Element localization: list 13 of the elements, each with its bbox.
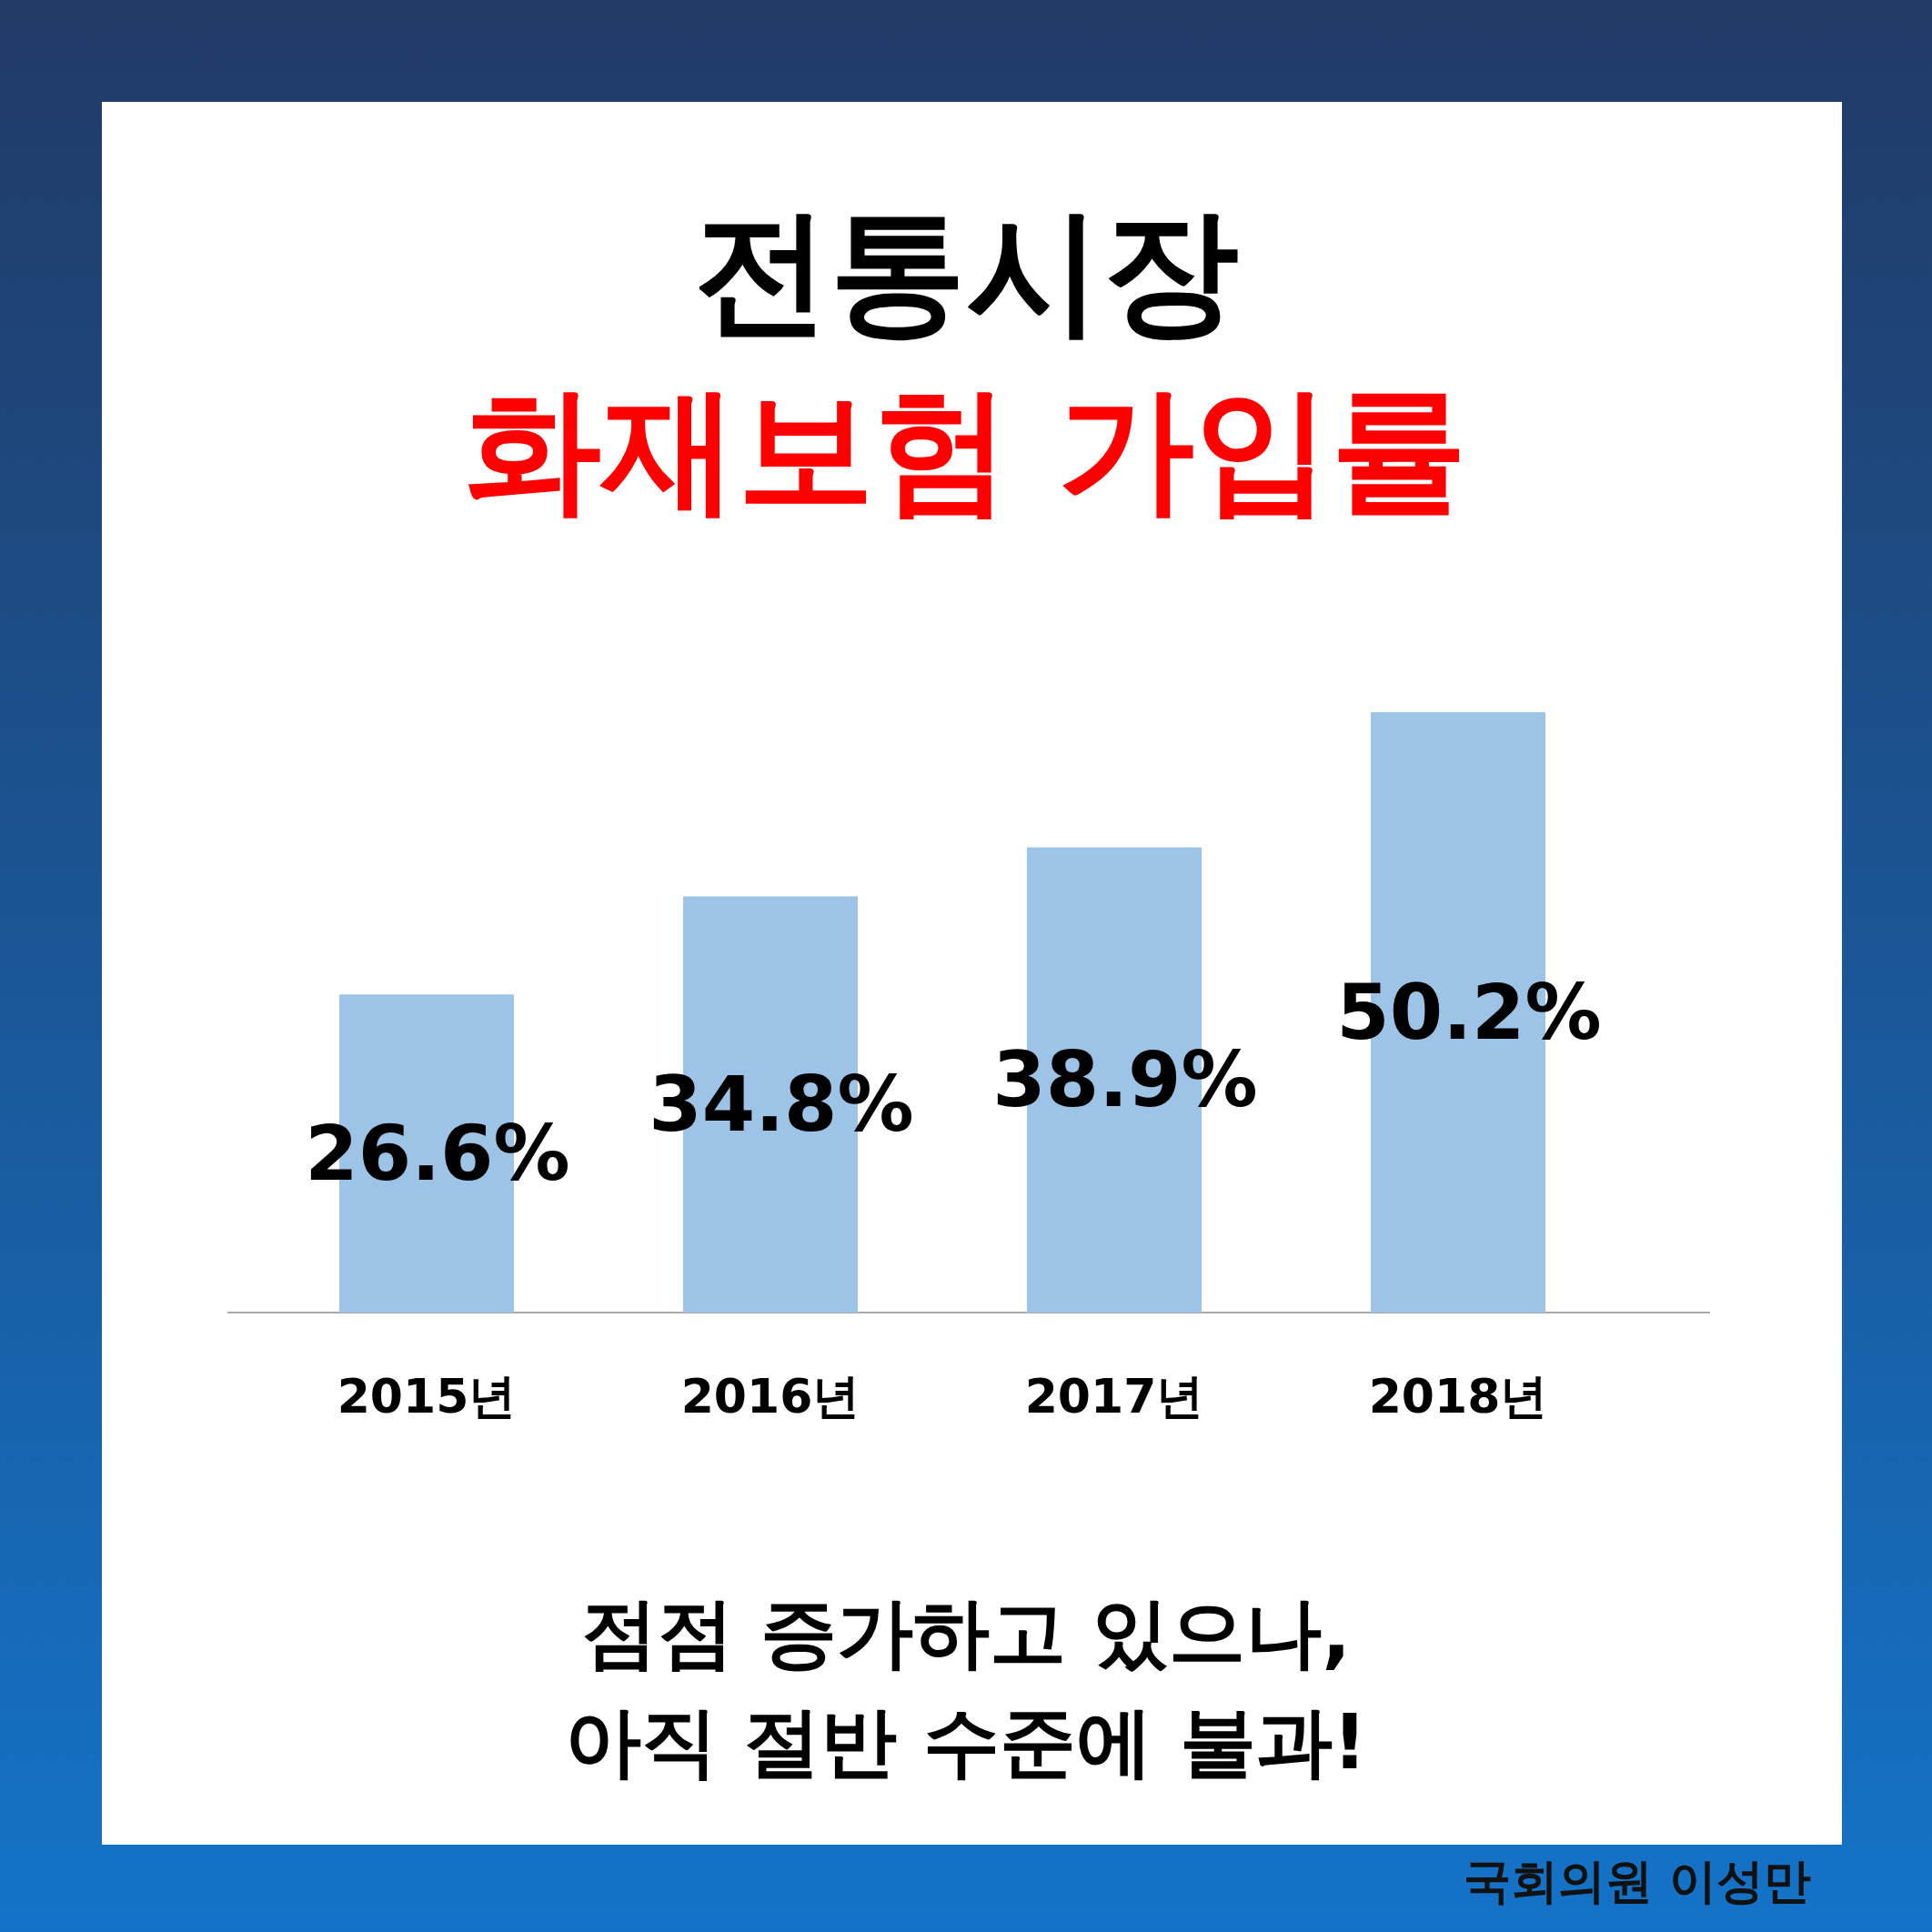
text: 국회의원 이성만 bbox=[1463, 1854, 1812, 1908]
x-tick-label: 2018년 bbox=[1368, 1369, 1548, 1424]
data-label: 38.9% bbox=[992, 1035, 1258, 1125]
chart-title: 전통시장 bbox=[693, 192, 1239, 350]
text: 점점 증가하고 있으나, bbox=[580, 1588, 1352, 1677]
data-label: 34.8% bbox=[649, 1060, 914, 1150]
x-tick-label: 2016년 bbox=[680, 1369, 860, 1424]
data-label: 50.2% bbox=[1336, 968, 1602, 1057]
x-tick-label: 2017년 bbox=[1024, 1369, 1204, 1424]
text: 아직 절반 수준에 불과! bbox=[564, 1697, 1368, 1786]
data-label: 26.6% bbox=[305, 1109, 570, 1199]
chart-subtitle: 화재보험 가입률 bbox=[464, 370, 1468, 528]
x-tick-label: 2015년 bbox=[337, 1369, 517, 1424]
